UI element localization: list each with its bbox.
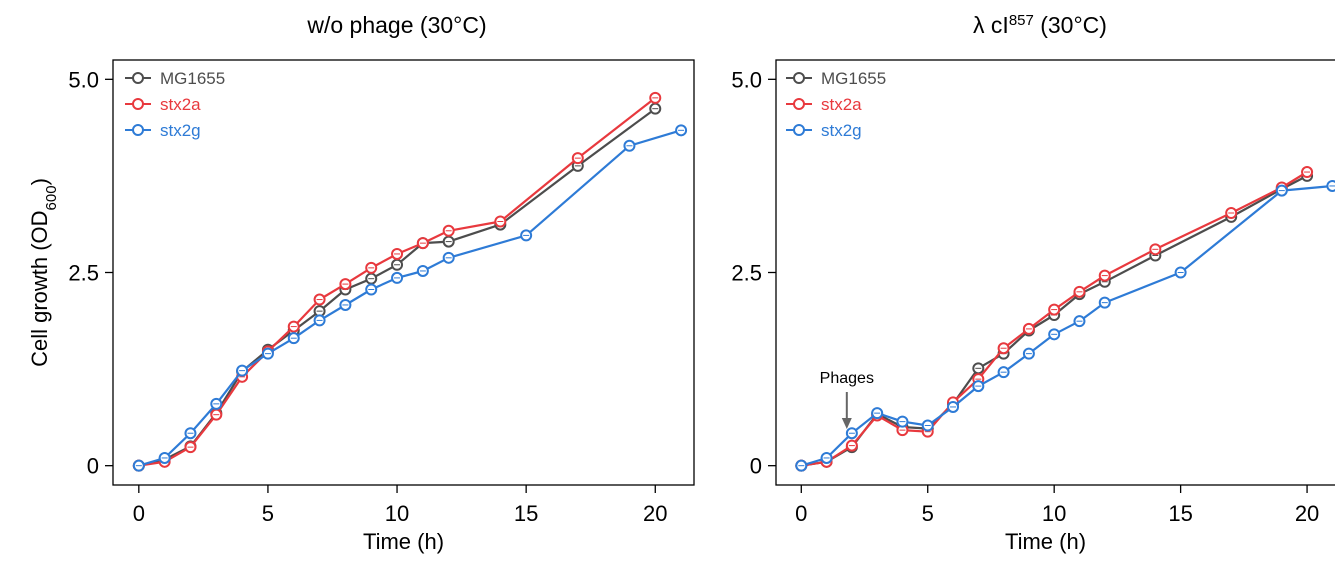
x-tick-label: 15 bbox=[514, 501, 538, 526]
x-tick-label: 10 bbox=[385, 501, 409, 526]
x-tick-label: 20 bbox=[1295, 501, 1319, 526]
legend-label-stx2a: stx2a bbox=[160, 95, 201, 114]
x-tick-label: 10 bbox=[1042, 501, 1066, 526]
legend-label-MG1655: MG1655 bbox=[821, 69, 886, 88]
y-tick-label: 0 bbox=[750, 454, 762, 479]
series-group bbox=[795, 166, 1335, 472]
x-axis-label: Time (h) bbox=[363, 529, 444, 554]
x-tick-label: 5 bbox=[262, 501, 274, 526]
chart-title: λ cI857 (30°C) bbox=[973, 12, 1107, 39]
legend-label-stx2g: stx2g bbox=[821, 121, 862, 140]
legend-marker-stx2a bbox=[132, 98, 144, 110]
y-tick-label: 0 bbox=[87, 454, 99, 479]
x-axis-label: Time (h) bbox=[1005, 529, 1086, 554]
x-tick-label: 0 bbox=[795, 501, 807, 526]
series-line-stx2g bbox=[138, 129, 682, 467]
y-tick-label: 2.5 bbox=[731, 261, 762, 286]
legend-marker-MG1655 bbox=[132, 72, 144, 84]
chart-title: w/o phage (30°C) bbox=[306, 12, 486, 38]
legend-label-MG1655: MG1655 bbox=[160, 69, 225, 88]
series-line-stx2a bbox=[138, 97, 656, 467]
y-tick-label: 5.0 bbox=[731, 67, 762, 92]
chart-panel-1: w/o phage (30°C) 0 2.5 5.0 0 5 10 15 20 Time (h) C… bbox=[27, 12, 695, 554]
chart-panel-2: λ cI857 (30°C) 0 2.5 5.0 0 5 10 15 20 Time (h) MG1… bbox=[731, 12, 1335, 554]
series-line-stx2g bbox=[800, 184, 1333, 467]
legend-label-stx2a: stx2a bbox=[821, 95, 862, 114]
y-tick-label: 5.0 bbox=[68, 67, 99, 92]
annotation-label: Phages bbox=[820, 370, 874, 387]
legend-label-stx2g: stx2g bbox=[160, 121, 201, 140]
x-tick-label: 0 bbox=[133, 501, 145, 526]
series-group bbox=[132, 91, 688, 472]
y-axis-label: Cell growth (OD600) bbox=[27, 178, 60, 367]
annotation-arrow-head bbox=[841, 418, 852, 429]
x-tick-label: 5 bbox=[922, 501, 934, 526]
legend-marker-stx2g bbox=[793, 124, 805, 136]
y-tick-label: 2.5 bbox=[68, 261, 99, 286]
legend-marker-stx2a bbox=[793, 98, 805, 110]
legend-marker-stx2g bbox=[132, 124, 144, 136]
x-tick-label: 20 bbox=[643, 501, 667, 526]
x-tick-label: 15 bbox=[1168, 501, 1192, 526]
legend-marker-MG1655 bbox=[793, 72, 805, 84]
